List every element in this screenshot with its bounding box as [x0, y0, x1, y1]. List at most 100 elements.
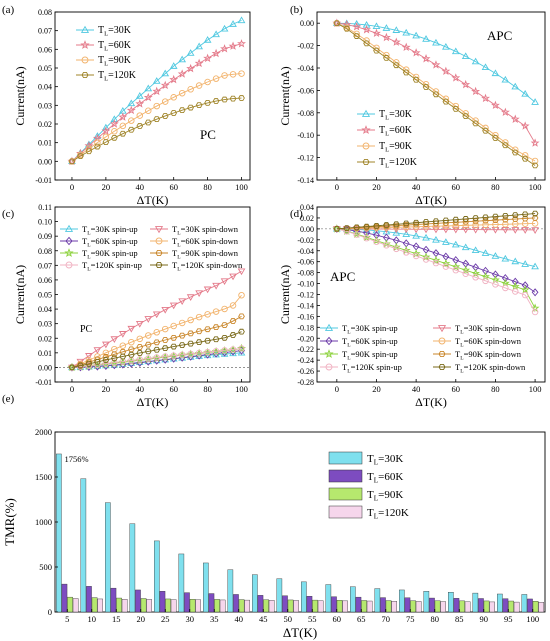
data-point: [126, 105, 136, 115]
y-tick-label: -0.10: [297, 280, 314, 289]
data-point: [452, 222, 460, 229]
data-point: [442, 217, 450, 224]
bar: [72, 598, 79, 613]
data-point: [383, 242, 390, 249]
bar: [252, 574, 258, 613]
data-point: [229, 71, 237, 78]
legend-item: TL=120K: [328, 505, 409, 521]
data-point: [195, 313, 203, 321]
legend-label: TL=60K spin-down: [172, 236, 239, 249]
data-point: [155, 249, 163, 257]
data-point: [145, 355, 152, 362]
data-point: [412, 76, 420, 83]
data-point: [511, 277, 519, 286]
bar: [293, 600, 299, 613]
bar: [513, 601, 520, 613]
data-point: [77, 153, 84, 159]
data-point: [169, 62, 178, 69]
data-point: [531, 288, 539, 297]
data-point: [324, 349, 334, 358]
bar: [453, 598, 460, 613]
data-point: [352, 20, 361, 27]
data-point: [229, 302, 237, 309]
data-point: [383, 55, 390, 61]
data-point: [472, 221, 479, 229]
bar: [325, 584, 332, 613]
data-point: [411, 249, 421, 258]
data-point: [178, 89, 186, 97]
y-tick-label: 0.08: [38, 247, 52, 256]
x-axis-label: ΔT(K): [415, 193, 447, 207]
data-point: [195, 339, 203, 346]
bar: [502, 598, 509, 613]
series-1: [68, 268, 246, 372]
x-tick-label: 80: [203, 182, 212, 192]
data-point: [382, 226, 391, 234]
data-point: [204, 311, 211, 318]
legend-label: TL=60K spin-down: [455, 336, 522, 349]
legend-swatch: [328, 469, 363, 483]
data-point: [442, 98, 450, 105]
data-point: [161, 69, 170, 77]
legend-label: TL=120K: [367, 507, 409, 521]
data-point: [441, 258, 451, 268]
x-tick-label: 100: [235, 384, 248, 394]
legend-item: TL=120K spin-down: [150, 260, 243, 273]
chart-panel-4: 5 10 15 20 25 30 35 40 45 50 55 60 65 70 75 80 85 90 95 100…: [2, 393, 546, 640]
y-tick-label: 0.05: [38, 291, 52, 300]
bar: [301, 581, 307, 613]
data-point: [187, 104, 194, 111]
data-point: [212, 336, 220, 343]
y-tick-label: 1000: [35, 517, 52, 527]
data-point: [491, 252, 500, 259]
data-point: [392, 221, 400, 228]
data-point: [118, 112, 128, 121]
data-point: [144, 119, 152, 126]
data-point: [531, 210, 539, 217]
y-tick-label: -0.14: [297, 301, 314, 310]
y-tick-label: -0.02: [297, 236, 314, 245]
data-point: [238, 95, 245, 101]
legend-item: TL=60K spin-up: [320, 336, 398, 349]
data-point: [431, 255, 441, 265]
bar: [336, 600, 343, 613]
data-point: [220, 278, 229, 286]
y-tick-label: 0.05: [38, 64, 52, 73]
data-point: [211, 48, 221, 58]
data-point: [361, 125, 371, 134]
x-tick-label: 40: [136, 182, 145, 192]
legend-item: TL=90K: [76, 55, 132, 68]
data-point: [512, 288, 519, 295]
legend-item: TL=120K: [357, 157, 418, 170]
data-point: [352, 22, 362, 31]
data-point: [161, 113, 169, 119]
data-point: [135, 99, 145, 108]
data-point: [402, 249, 410, 256]
legend-label: TL=90K: [98, 55, 132, 68]
panel-label: (a): [2, 4, 15, 16]
data-point: [170, 94, 177, 101]
plot-frame: [54, 11, 251, 181]
data-point: [238, 328, 245, 335]
data-point: [135, 92, 144, 99]
data-point: [153, 346, 161, 353]
x-tick-label: 60: [169, 182, 178, 192]
bar: [532, 601, 539, 613]
data-point: [442, 263, 450, 270]
data-point: [153, 116, 161, 123]
legend-label: TL=120K spin-up: [342, 362, 402, 375]
data-point: [85, 360, 93, 367]
data-point: [325, 363, 333, 371]
data-point: [80, 40, 90, 49]
legend-label: TL=120K spin-down: [172, 260, 243, 273]
data-point: [471, 246, 480, 254]
bar: [203, 562, 209, 613]
data-point: [482, 127, 489, 134]
y-tick-label: -0.26: [297, 367, 314, 376]
series-4: [332, 224, 540, 312]
x-tick-label: 100: [526, 614, 539, 624]
data-point: [333, 20, 341, 27]
y-axis-label: Current(nA): [278, 265, 292, 324]
data-point: [109, 119, 119, 128]
data-point: [531, 308, 539, 316]
